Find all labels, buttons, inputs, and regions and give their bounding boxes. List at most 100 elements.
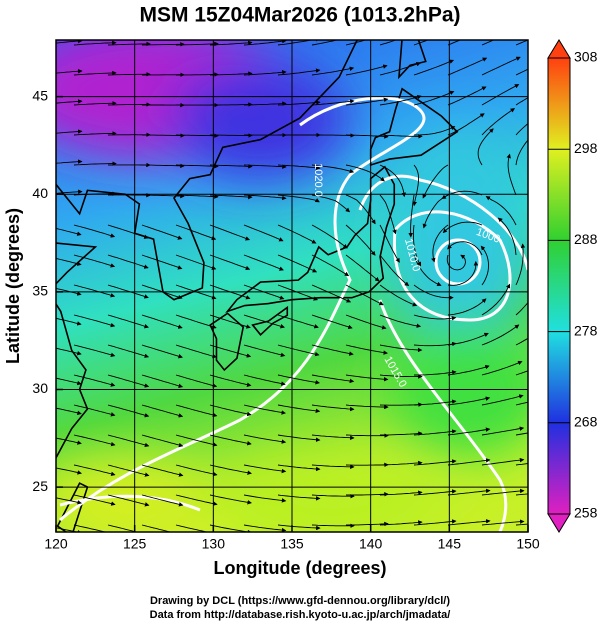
streamline	[141, 524, 184, 532]
streamline	[311, 493, 355, 499]
streamline	[141, 434, 184, 448]
streamline	[175, 133, 219, 138]
streamline	[107, 71, 151, 77]
streamline	[345, 284, 384, 306]
streamlines	[56, 40, 528, 532]
streamline	[379, 94, 422, 106]
streamline	[141, 374, 184, 388]
streamline	[209, 314, 251, 329]
grid	[56, 40, 528, 532]
streamline	[413, 40, 429, 46]
streamline	[311, 194, 351, 213]
streamline	[481, 519, 525, 526]
streamline	[442, 221, 483, 234]
streamline	[311, 374, 355, 384]
streamline	[175, 524, 218, 532]
streamline	[175, 164, 219, 169]
x-tick-label: 145	[438, 536, 462, 552]
streamline	[447, 458, 491, 466]
streamline	[311, 314, 353, 330]
streamline	[346, 521, 389, 527]
x-tick-label: 120	[44, 536, 68, 552]
streamline	[345, 134, 389, 139]
streamline	[379, 374, 423, 379]
streamline	[277, 464, 321, 472]
streamline	[408, 194, 415, 238]
streamline	[209, 344, 252, 358]
streamline	[73, 161, 117, 166]
streamline	[243, 314, 285, 329]
streamline	[345, 40, 368, 46]
streamline	[277, 194, 320, 203]
streamline	[379, 490, 423, 496]
streamline	[481, 283, 511, 316]
colorbar-tick-label: 258	[574, 505, 598, 521]
streamline	[379, 40, 398, 46]
streamline	[477, 128, 494, 166]
streamline	[379, 134, 423, 139]
streamline	[481, 426, 525, 436]
streamline	[345, 194, 376, 225]
streamline	[73, 254, 116, 268]
colorbar-tick-label: 288	[574, 231, 598, 247]
streamline	[141, 464, 184, 477]
streamline	[209, 40, 253, 46]
streamline	[345, 254, 380, 282]
streamline	[345, 433, 389, 438]
streamline	[413, 90, 455, 106]
streamline	[175, 254, 217, 270]
streamline	[345, 164, 385, 182]
streamline	[311, 434, 355, 441]
streamline	[515, 68, 528, 76]
streamline	[311, 254, 350, 277]
streamline	[243, 404, 286, 415]
streamline	[515, 301, 528, 316]
streamline	[209, 71, 253, 76]
x-tick-label: 150	[516, 536, 540, 552]
streamline	[243, 464, 287, 474]
streamline	[209, 464, 252, 475]
streamline	[141, 224, 183, 240]
streamline	[379, 164, 407, 198]
x-tick-label: 140	[359, 536, 383, 552]
streamline	[56, 257, 82, 266]
colorbar-tick-label: 308	[574, 49, 598, 65]
streamline	[175, 374, 218, 388]
streamline	[311, 99, 355, 106]
streamline	[379, 62, 421, 76]
streamline	[311, 284, 352, 303]
streamline	[447, 57, 488, 76]
streamline	[345, 314, 387, 330]
streamline	[481, 56, 521, 76]
streamline	[142, 163, 185, 169]
streamline	[345, 374, 389, 382]
x-axis-label: Longitude (degrees)	[213, 558, 386, 578]
streamline	[379, 314, 422, 328]
streamline	[515, 139, 528, 166]
y-tick-label: 45	[32, 87, 48, 103]
streamline	[73, 464, 116, 476]
streamline	[277, 494, 321, 501]
isobar-label: 1020.0	[312, 163, 324, 197]
coastline	[56, 242, 98, 460]
streamline	[73, 404, 116, 417]
streamline	[311, 404, 355, 412]
streamline	[515, 432, 528, 436]
streamline	[107, 314, 149, 329]
streamline	[441, 190, 483, 200]
streamline	[412, 224, 422, 267]
streamline	[379, 194, 397, 235]
streamline	[73, 344, 116, 357]
streamline	[175, 194, 219, 199]
streamline	[107, 464, 150, 477]
coastline	[251, 305, 289, 336]
streamline	[379, 520, 423, 526]
streamline	[422, 164, 449, 199]
streamline	[379, 254, 410, 287]
streamline	[73, 100, 117, 106]
streamline	[346, 491, 389, 497]
streamline	[515, 370, 528, 376]
streamline	[56, 40, 83, 44]
colorbar-extend-low	[547, 513, 571, 533]
streamline	[141, 254, 183, 270]
